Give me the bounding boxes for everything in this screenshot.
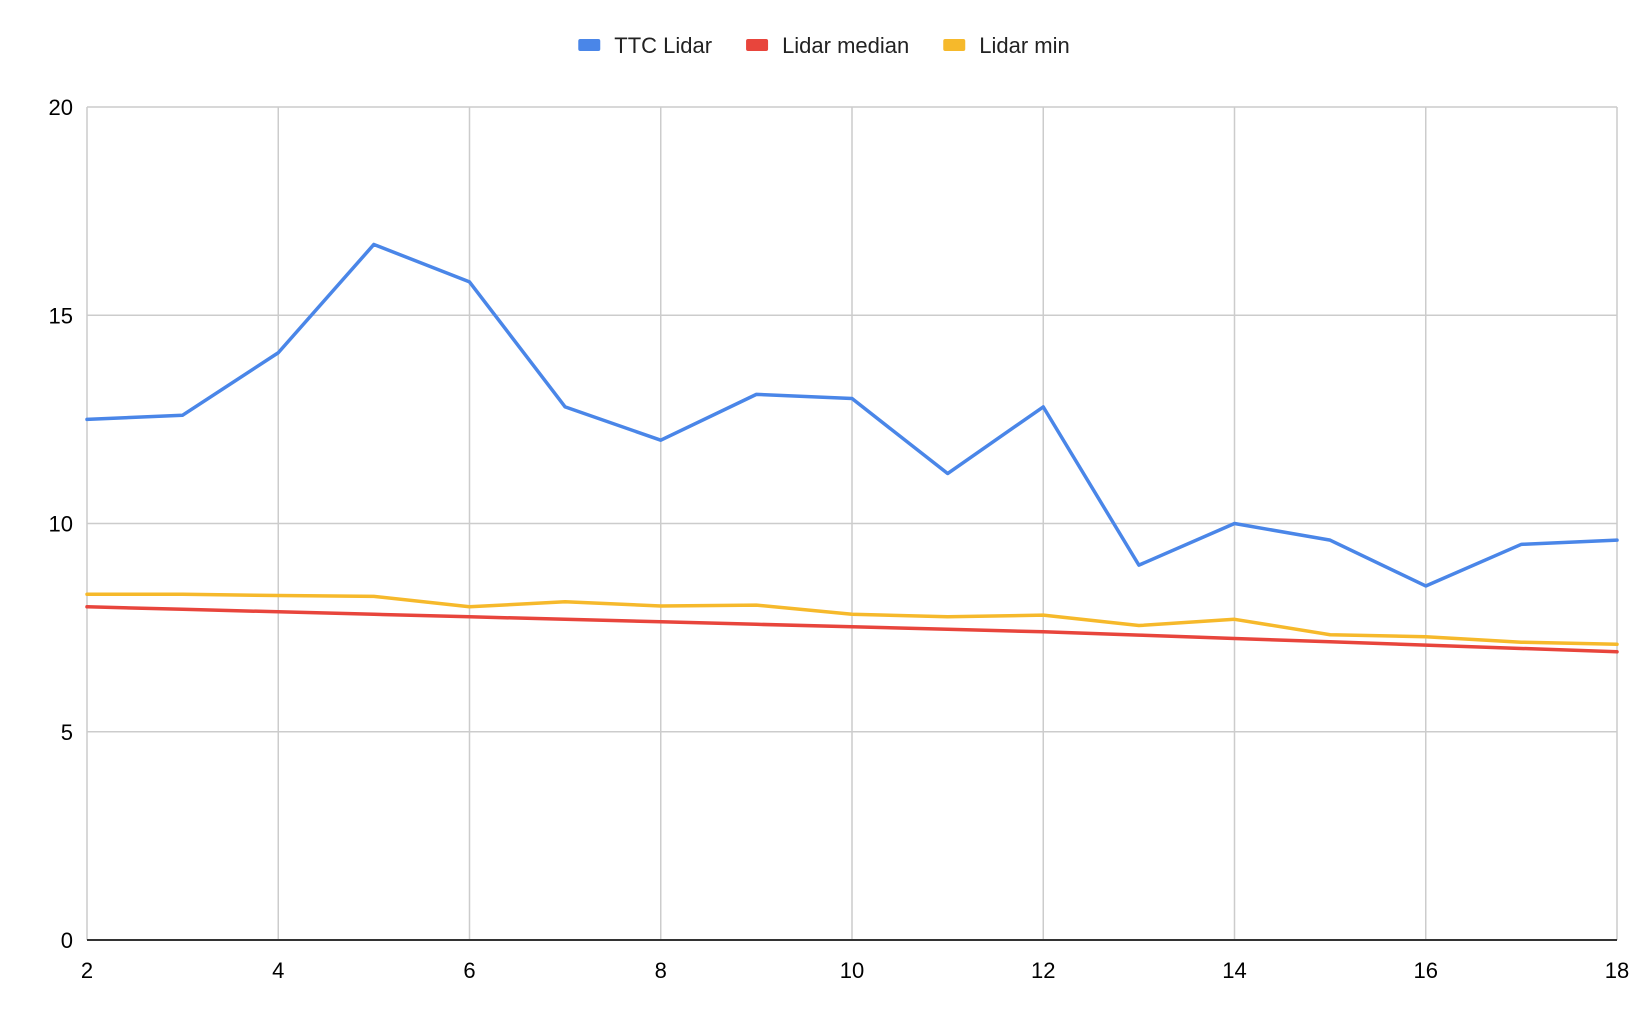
x-tick-label: 14 [1222,958,1246,983]
legend-item: Lidar median [746,33,909,58]
x-tick-labels: 2 4 6 8 10 12 14 16 18 [81,958,1629,983]
legend-item: Lidar min [943,33,1070,58]
grid [86,106,1618,940]
series-line-lidar-median [85,605,1619,654]
legend-swatch [578,39,601,51]
x-tick-label: 2 [81,958,93,983]
x-tick-label: 10 [840,958,864,983]
x-tick-label: 6 [463,958,475,983]
legend-label: TTC Lidar [614,33,712,58]
y-tick-label: 0 [61,928,73,953]
y-tick-label: 15 [49,303,73,328]
series-line-ttc-lidar [85,242,1619,588]
series-layer [85,242,1619,654]
y-tick-label: 20 [49,95,73,120]
x-tick-label: 18 [1605,958,1629,983]
legend-label: Lidar median [782,33,909,58]
series-line-lidar-min [85,592,1619,647]
legend-label: Lidar min [979,33,1069,58]
x-tick-label: 12 [1031,958,1055,983]
x-tick-label: 4 [272,958,284,983]
y-tick-labels: 0 5 10 15 20 [49,95,73,953]
legend-swatch [943,39,966,51]
x-tick-label: 16 [1414,958,1438,983]
legend-swatch [746,39,769,51]
x-tick-label: 8 [655,958,667,983]
legend: TTC Lidar Lidar median Lidar min [578,33,1070,58]
legend-item: TTC Lidar [578,33,712,58]
y-tick-label: 10 [49,512,73,537]
y-tick-label: 5 [61,720,73,745]
